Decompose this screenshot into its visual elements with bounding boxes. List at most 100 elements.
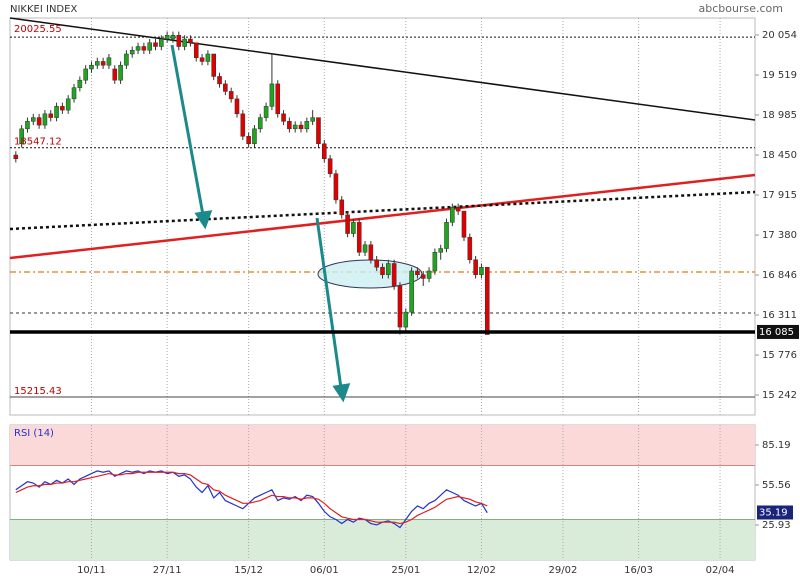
arrow-head	[194, 210, 213, 230]
candle-body	[54, 106, 59, 118]
candle-body	[118, 64, 123, 81]
candle-body	[188, 38, 193, 44]
candle-body	[83, 68, 88, 81]
candle-body	[124, 53, 129, 66]
x-tick-label: 15/12	[234, 565, 263, 576]
y-tick-label: 17 380	[762, 230, 797, 241]
candle-body	[95, 61, 100, 66]
candle-body	[479, 266, 484, 275]
candle-body	[322, 143, 327, 159]
candle-body	[310, 117, 315, 122]
candle-body	[426, 270, 432, 279]
candle-body	[432, 252, 438, 272]
candle-body	[368, 244, 374, 260]
candle-body	[246, 136, 251, 145]
x-tick-label: 16/03	[624, 565, 653, 576]
candle-body	[13, 154, 19, 159]
candle-body	[386, 263, 391, 275]
rsi-last-label: 35.19	[759, 507, 788, 518]
candle-body	[467, 237, 473, 260]
candle-body	[205, 53, 211, 62]
rsi-tick-label: 55.56	[762, 480, 791, 491]
candle-body	[100, 61, 106, 66]
candle-body	[141, 46, 147, 51]
y-tick-label: 18 985	[762, 110, 797, 121]
trend-line	[9, 17, 756, 121]
candle-body	[339, 199, 345, 216]
candle-body	[240, 113, 246, 137]
candle-body	[211, 53, 216, 77]
candle-body	[333, 173, 339, 201]
arrow-head	[332, 383, 351, 403]
candle-body	[292, 124, 298, 130]
candle-body	[42, 113, 48, 126]
arrow	[170, 44, 205, 216]
candle-body	[223, 83, 228, 92]
x-tick-label: 29/02	[549, 565, 578, 576]
level-label: 15215.43	[14, 386, 62, 397]
candle-body	[455, 207, 461, 212]
rsi-line	[15, 470, 488, 529]
x-tick-label: 02/04	[706, 565, 735, 576]
x-tick-label: 12/02	[467, 565, 496, 576]
arrow	[315, 217, 343, 389]
candle-body	[281, 113, 286, 122]
candle-body	[199, 57, 205, 62]
y-tick-label: 17 915	[762, 190, 797, 201]
candle-body	[298, 124, 304, 130]
candle-body	[391, 263, 397, 287]
chart-title: NIKKEI INDEX	[10, 4, 77, 15]
candle-body	[316, 117, 321, 145]
candle-body	[263, 106, 269, 118]
source: abcbourse.com	[699, 2, 783, 15]
candle-body	[257, 117, 263, 130]
y-tick-label: 15 776	[762, 350, 797, 361]
rsi-line	[15, 471, 488, 525]
candle-body	[374, 259, 379, 268]
candle-body	[351, 222, 356, 234]
highlight-ellipse	[317, 259, 423, 289]
x-tick-label: 10/11	[77, 565, 106, 576]
candle-body	[170, 35, 176, 40]
candle-body	[19, 128, 24, 145]
overbought-zone	[10, 425, 755, 466]
x-tick-label: 25/01	[391, 565, 420, 576]
candle-body	[36, 117, 42, 126]
rsi-tick-label: 25.93	[762, 520, 791, 531]
candle-body	[176, 35, 182, 47]
candle-body	[25, 121, 30, 130]
candle-body	[30, 117, 36, 122]
candle-body	[397, 285, 403, 328]
candle-body	[275, 83, 281, 115]
y-tick-label: 20 054	[762, 30, 797, 41]
candle-body	[217, 76, 222, 85]
x-tick-label: 27/11	[153, 565, 182, 576]
level-label: 18547.12	[14, 137, 62, 148]
candle-body	[484, 266, 490, 335]
candle-body	[89, 64, 94, 70]
candle-body	[450, 207, 455, 223]
candle-body	[327, 158, 333, 174]
candle-body	[60, 106, 65, 111]
candle-body	[106, 57, 112, 66]
candle-body	[362, 244, 368, 253]
y-tick-label: 16 311	[762, 310, 797, 321]
candle-body	[129, 49, 135, 55]
rsi-title: RSI (14)	[14, 428, 54, 439]
candle-body	[473, 259, 478, 275]
trend-line	[9, 190, 756, 231]
candle-body	[153, 42, 158, 47]
trend-line	[9, 173, 756, 260]
candle-body	[77, 79, 83, 88]
candle-body	[48, 113, 54, 118]
candle-body	[234, 98, 240, 115]
candle-body	[164, 35, 170, 40]
rsi-tick-label: 85.19	[762, 440, 791, 451]
last-price-label: 16 085	[759, 327, 794, 338]
candle-body	[420, 274, 426, 279]
oversold-zone	[10, 519, 755, 560]
level-label: 20025.55	[14, 24, 62, 35]
candle-body	[356, 222, 362, 253]
candle-body	[409, 270, 414, 313]
candle-body	[159, 38, 164, 47]
